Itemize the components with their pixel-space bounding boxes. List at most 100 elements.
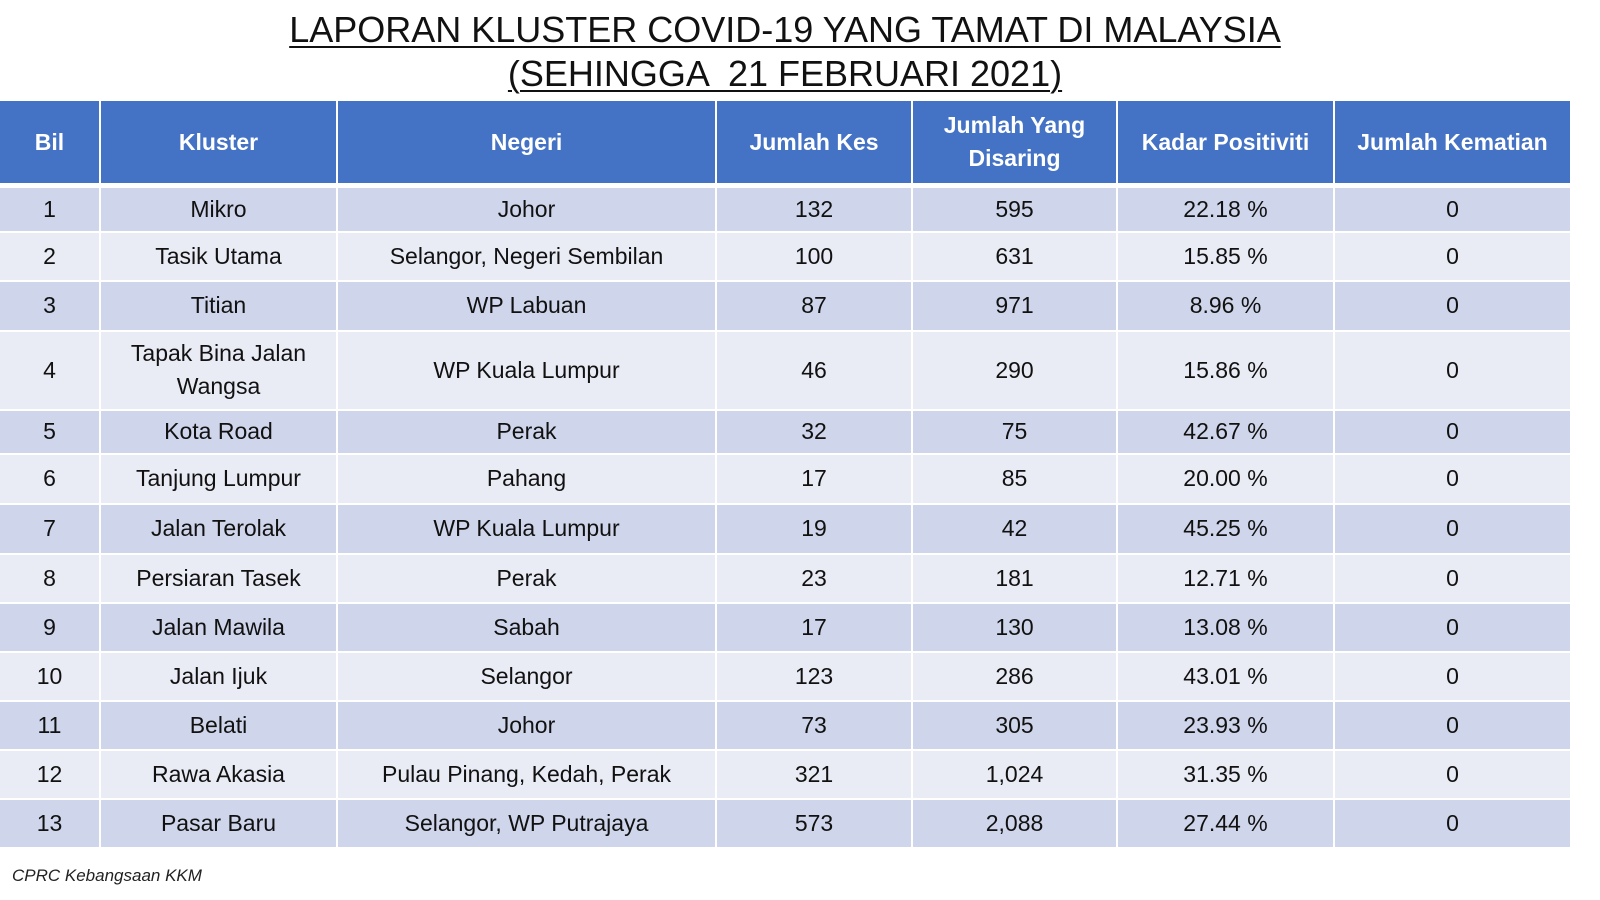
header-jumlah-kematian: Jumlah Kematian <box>1334 101 1570 188</box>
cell-jumlah-kematian: 0 <box>1334 231 1570 282</box>
cell-negeri: WP Kuala Lumpur <box>337 503 717 555</box>
cell-kadar-positiviti: 43.01 % <box>1117 651 1335 702</box>
cell-jumlah-kes: 132 <box>716 185 913 233</box>
cell-jumlah-kematian: 0 <box>1334 503 1570 555</box>
header-kadar-positiviti: Kadar Positiviti <box>1117 101 1335 188</box>
cell-kadar-positiviti: 20.00 % <box>1117 453 1335 505</box>
cell-negeri: WP Labuan <box>337 280 717 332</box>
cell-kluster: Titian <box>100 280 338 332</box>
cell-negeri: Selangor <box>337 651 717 702</box>
cell-jumlah-disaring: 42 <box>912 503 1118 555</box>
cell-kadar-positiviti: 45.25 % <box>1117 503 1335 555</box>
cell-kadar-positiviti: 12.71 % <box>1117 553 1335 604</box>
cell-jumlah-kematian: 0 <box>1334 553 1570 604</box>
cell-kadar-positiviti: 15.86 % <box>1117 330 1335 411</box>
cell-bil: 6 <box>0 453 101 505</box>
cell-jumlah-kematian: 0 <box>1334 280 1570 332</box>
cell-kluster: Tanjung Lumpur <box>100 453 338 505</box>
table-row: 9 Jalan Mawila Sabah 17 130 13.08 % 0 <box>0 602 1570 653</box>
cell-bil: 10 <box>0 651 101 702</box>
cell-bil: 9 <box>0 602 101 653</box>
cell-negeri: Selangor, WP Putrajaya <box>337 798 717 849</box>
cell-kluster: Jalan Mawila <box>100 602 338 653</box>
cell-jumlah-kematian: 0 <box>1334 330 1570 411</box>
cell-negeri: Johor <box>337 700 717 751</box>
table-row: 11 Belati Johor 73 305 23.93 % 0 <box>0 700 1570 751</box>
header-kluster: Kluster <box>100 101 338 188</box>
header-row: Bil Kluster Negeri Jumlah Kes Jumlah Yan… <box>0 101 1570 188</box>
cell-jumlah-disaring: 290 <box>912 330 1118 411</box>
cell-kluster: Rawa Akasia <box>100 749 338 800</box>
cell-negeri: Perak <box>337 553 717 604</box>
cell-jumlah-disaring: 971 <box>912 280 1118 332</box>
cell-jumlah-kes: 73 <box>716 700 913 751</box>
header-bil: Bil <box>0 101 101 188</box>
cell-jumlah-kematian: 0 <box>1334 185 1570 233</box>
cell-jumlah-kematian: 0 <box>1334 651 1570 702</box>
cell-negeri: Perak <box>337 409 717 455</box>
table-row: 8 Persiaran Tasek Perak 23 181 12.71 % 0 <box>0 553 1570 604</box>
cell-jumlah-kes: 46 <box>716 330 913 411</box>
cell-bil: 3 <box>0 280 101 332</box>
header-negeri: Negeri <box>337 101 717 188</box>
cell-negeri: Johor <box>337 185 717 233</box>
table-header: Bil Kluster Negeri Jumlah Kes Jumlah Yan… <box>0 101 1570 188</box>
table-row: 4 Tapak Bina Jalan Wangsa WP Kuala Lumpur 4… <box>0 330 1570 411</box>
cell-bil: 8 <box>0 553 101 604</box>
cell-bil: 1 <box>0 185 101 233</box>
table-row: 1 Mikro Johor 132 595 22.18 % 0 <box>0 185 1570 233</box>
table-body: 1 Mikro Johor 132 595 22.18 % 0 2 Tasik Utama Sel… <box>0 185 1570 849</box>
cell-jumlah-kes: 17 <box>716 602 913 653</box>
table-row: 2 Tasik Utama Selangor, Negeri Sembilan 100… <box>0 231 1570 282</box>
cell-jumlah-disaring: 1,024 <box>912 749 1118 800</box>
cell-negeri: Pahang <box>337 453 717 505</box>
cell-jumlah-kes: 32 <box>716 409 913 455</box>
cell-jumlah-kes: 19 <box>716 503 913 555</box>
cell-jumlah-disaring: 85 <box>912 453 1118 505</box>
table-row: 3 Titian WP Labuan 87 971 8.96 % 0 <box>0 280 1570 332</box>
cell-bil: 7 <box>0 503 101 555</box>
cell-negeri: Pulau Pinang, Kedah, Perak <box>337 749 717 800</box>
header-jumlah-disaring: Jumlah Yang Disaring <box>912 101 1118 188</box>
cell-jumlah-kes: 321 <box>716 749 913 800</box>
cell-bil: 11 <box>0 700 101 751</box>
cell-kluster: Tasik Utama <box>100 231 338 282</box>
cell-kluster: Jalan Terolak <box>100 503 338 555</box>
source-footer: CPRC Kebangsaan KKM <box>12 866 202 885</box>
cell-negeri: WP Kuala Lumpur <box>337 330 717 411</box>
table-row: 10 Jalan Ijuk Selangor 123 286 43.01 % 0 <box>0 651 1570 702</box>
cell-kadar-positiviti: 31.35 % <box>1117 749 1335 800</box>
cell-kadar-positiviti: 22.18 % <box>1117 185 1335 233</box>
cell-jumlah-kematian: 0 <box>1334 700 1570 751</box>
table-row: 13 Pasar Baru Selangor, WP Putrajaya 573 2,0… <box>0 798 1570 849</box>
cell-bil: 4 <box>0 330 101 411</box>
cell-jumlah-kes: 100 <box>716 231 913 282</box>
title-line-2: (SEHINGGA 21 FEBRUARI 2021) <box>507 53 1063 94</box>
cell-jumlah-kes: 23 <box>716 553 913 604</box>
cell-jumlah-kematian: 0 <box>1334 602 1570 653</box>
cluster-table: Bil Kluster Negeri Jumlah Kes Jumlah Yan… <box>0 101 1570 849</box>
cell-kluster: Jalan Ijuk <box>100 651 338 702</box>
cell-kluster: Kota Road <box>100 409 338 455</box>
cell-jumlah-kematian: 0 <box>1334 798 1570 849</box>
cell-jumlah-disaring: 631 <box>912 231 1118 282</box>
cell-negeri: Selangor, Negeri Sembilan <box>337 231 717 282</box>
cell-kadar-positiviti: 42.67 % <box>1117 409 1335 455</box>
cell-kadar-positiviti: 27.44 % <box>1117 798 1335 849</box>
cell-kluster: Tapak Bina Jalan Wangsa <box>100 330 338 411</box>
cell-jumlah-kes: 123 <box>716 651 913 702</box>
cell-kluster: Mikro <box>100 185 338 233</box>
cell-jumlah-kematian: 0 <box>1334 409 1570 455</box>
cell-bil: 5 <box>0 409 101 455</box>
cell-jumlah-kematian: 0 <box>1334 749 1570 800</box>
cell-kluster: Pasar Baru <box>100 798 338 849</box>
header-jumlah-kes: Jumlah Kes <box>716 101 913 188</box>
table-row: 5 Kota Road Perak 32 75 42.67 % 0 <box>0 409 1570 455</box>
cell-kadar-positiviti: 8.96 % <box>1117 280 1335 332</box>
table-row: 7 Jalan Terolak WP Kuala Lumpur 19 42 45.25 %… <box>0 503 1570 555</box>
cell-bil: 2 <box>0 231 101 282</box>
cell-kluster: Persiaran Tasek <box>100 553 338 604</box>
title-line-1: LAPORAN KLUSTER COVID-19 YANG TAMAT DI M… <box>289 9 1281 50</box>
cell-jumlah-disaring: 286 <box>912 651 1118 702</box>
report-title: LAPORAN KLUSTER COVID-19 YANG TAMAT DI M… <box>0 8 1570 96</box>
